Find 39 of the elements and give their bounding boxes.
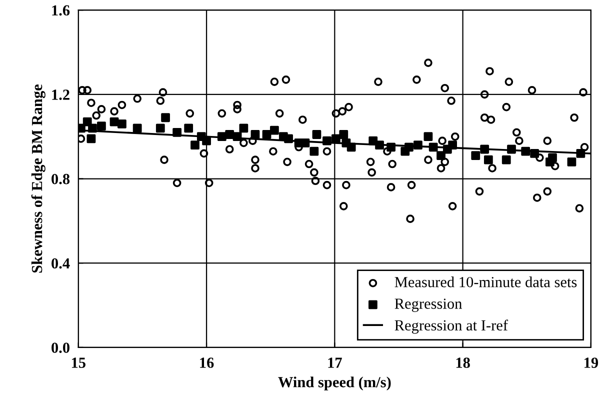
point (190, 140, 200, 150)
point (270, 126, 279, 135)
point (239, 124, 248, 133)
point (118, 120, 126, 128)
y-tick-label: 1.2 (52, 90, 70, 100)
legend-label: Measured 10-minute data sets (394, 276, 577, 288)
point (436, 151, 446, 160)
point (156, 124, 165, 133)
x-axis-title: Wind speed (m/s) (278, 376, 391, 390)
point (86, 134, 96, 144)
point (471, 151, 480, 160)
point (184, 124, 194, 133)
legend-label: Regression (394, 298, 462, 312)
y-tick-label: 1.6 (52, 5, 70, 16)
point (250, 130, 260, 139)
point (312, 130, 322, 139)
point (82, 117, 92, 126)
point (548, 153, 557, 162)
legend-label: Regression at I-ref (394, 320, 508, 334)
y-axis-title: Skewness of Edge BM Range (31, 84, 46, 273)
point (97, 122, 106, 131)
x-tick-label: 19 (584, 358, 598, 368)
x-tick-label: 18 (456, 358, 470, 368)
point (161, 113, 170, 122)
x-tick-label: 16 (200, 358, 214, 368)
x-tick-label: 15 (72, 358, 86, 368)
point (484, 155, 493, 164)
y-tick-label: 0.4 (52, 258, 70, 269)
point (567, 157, 576, 166)
point (424, 132, 433, 142)
point (110, 117, 119, 126)
point (310, 146, 319, 156)
point (132, 124, 142, 133)
point (339, 130, 348, 139)
point (502, 155, 511, 164)
y-tick-label: 0.8 (52, 174, 70, 184)
point (262, 130, 272, 139)
x-tick-label: 17 (328, 358, 342, 368)
y-tick-label: 0.0 (52, 342, 70, 353)
